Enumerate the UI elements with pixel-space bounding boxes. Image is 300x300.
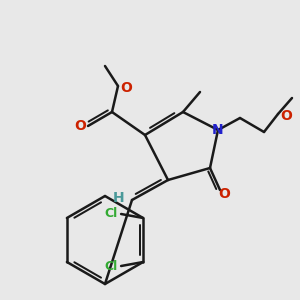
Text: Cl: Cl xyxy=(104,208,118,220)
Text: H: H xyxy=(113,191,125,205)
Text: Cl: Cl xyxy=(104,260,118,272)
Text: N: N xyxy=(212,123,224,137)
Text: O: O xyxy=(280,109,292,123)
Text: O: O xyxy=(74,119,86,133)
Text: O: O xyxy=(218,187,230,201)
Text: O: O xyxy=(120,81,132,95)
